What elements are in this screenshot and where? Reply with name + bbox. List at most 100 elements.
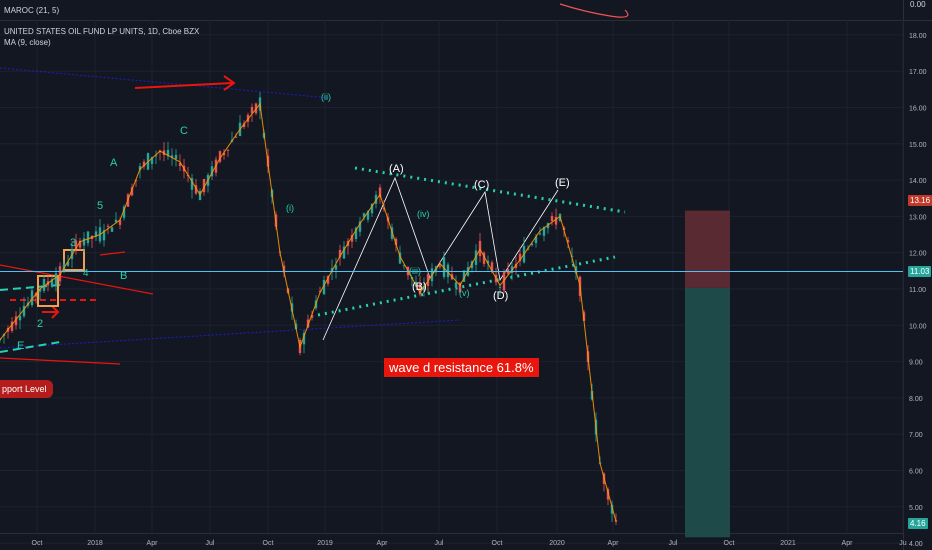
wave-label: (D) [493,290,508,302]
y-tick-label: 17.00 [909,69,927,76]
candle-body [394,238,398,245]
candle-body [10,321,14,331]
candle-body [358,221,362,232]
y-tick-label: 10.00 [909,323,927,330]
osc-axis-label: 0.00 [910,0,926,9]
y-tick-label: 6.00 [909,468,923,475]
wave-label: (B) [412,281,427,293]
target-zone [685,287,730,538]
position-zones [685,210,730,538]
y-tick-label: 14.00 [909,178,927,185]
y-tick-label: 11.00 [909,287,926,294]
candle-body [74,240,78,250]
y-tick-label: 4.00 [909,541,923,548]
wave-label: B [120,270,127,282]
candle-body [138,166,142,171]
support-level-label[interactable]: pport Level [0,380,53,398]
red-trendline-3 [99,251,126,256]
wave-label: (E) [555,177,570,189]
candle-body [398,252,402,264]
y-tick-label: 5.00 [909,505,923,512]
candle-body [150,157,154,165]
candle-body [18,315,22,321]
candle-body [302,332,306,345]
candle-body [218,151,222,162]
y-tick-label: 16.00 [909,105,927,112]
candle-body [202,179,206,193]
upper-channel-line [0,67,331,99]
candle-body [210,166,214,177]
green-dashed-1 [0,341,61,353]
red-arrow-small [42,305,60,319]
oscillator-line [559,3,629,18]
x-tick-label: Jul [435,540,444,547]
wave-d-annotation: wave d resistance 61.8% [384,358,539,377]
candle-body [442,257,446,277]
wave-label: (iii) [409,266,421,276]
candle-body [490,262,494,272]
x-tick-label: Apr [377,540,389,547]
candle-body [306,319,310,328]
candle-body [362,213,366,218]
red-arrowhead-top [223,75,236,91]
x-tick-label: Jul [206,540,215,547]
price-label-mid: 11.03 [908,266,932,277]
candle-body [62,263,66,270]
y-tick-label: 8.00 [909,396,923,403]
candle-body [250,107,254,114]
wave-label: (v) [459,288,470,298]
wave-label: (i) [286,203,294,213]
x-tick-label: Apr [147,540,159,547]
candle-body [446,264,450,278]
candle-body [318,291,322,293]
candle-body [338,249,342,258]
candle-body [538,233,542,235]
x-tick-label: 2020 [549,540,565,547]
y-tick-label: 12.00 [909,251,927,258]
y-tick-label: 9.00 [909,360,923,367]
wave-label: C [180,125,188,137]
candle-body [114,219,118,223]
candle-body [282,265,286,273]
x-tick-label: Jul [669,540,678,547]
price-label-top: 13.16 [908,195,932,206]
y-tick-label: 13.00 [909,214,927,221]
candle-body [378,187,382,197]
candle-body [118,220,122,225]
candle-body [66,261,70,266]
candle-body [402,264,406,266]
green-dashed-2 [0,284,61,291]
x-tick-label: Oct [32,540,43,547]
red-trendline-1 [0,264,154,295]
candle-body [374,194,378,204]
red-arrow-top [134,82,233,89]
candle-body [354,227,358,240]
wave-label: (ii) [321,92,331,102]
candle-body [482,252,486,264]
candle-body [122,206,126,218]
wave-label: (iv) [417,209,430,219]
candle-body [130,187,134,196]
triangle-lower-line [317,255,616,317]
x-tick-label: 2019 [317,540,333,547]
candle-body [110,227,114,232]
candle-body [222,152,226,156]
candle-body [166,149,170,157]
wave-label: 3 [70,237,76,249]
candle-body [458,282,462,293]
red-trendline-2 [0,357,121,365]
candle-body [438,265,442,267]
candle-body [334,265,338,270]
candle-body [22,305,26,317]
y-tick-label: 15.00 [909,142,927,149]
wave-label: E [17,340,24,352]
candle-body [86,231,90,244]
wave-labels: (A) (B) (C) (D) (E) (ii) (iii) (iv) (v) … [17,92,570,352]
x-tick-label: 2021 [780,540,796,547]
candle-body [418,284,422,295]
candle-body [234,136,238,138]
price-label-bottom: 4.16 [908,518,928,529]
candle-body [190,178,194,190]
candle-body [534,236,538,244]
